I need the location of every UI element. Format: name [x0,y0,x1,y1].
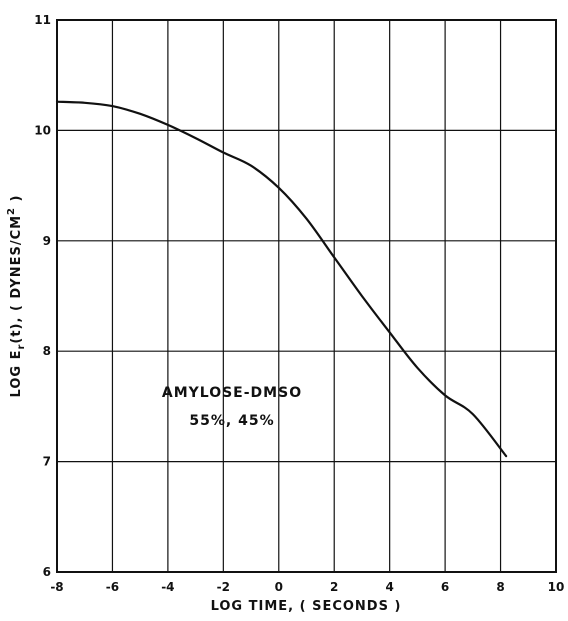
x-tick-label: 4 [385,580,393,594]
y-axis-label: LOG Er(t), ( DYNES/CM2 ) [6,195,27,398]
x-tick-label: 10 [548,580,565,594]
x-tick-label: -2 [217,580,230,594]
y-axis-label-subscript: r [16,344,27,350]
tick-labels: -8 -6 -4 -2 0 2 4 6 8 10 6 7 8 9 10 11 [34,13,564,594]
series-line [55,100,508,458]
x-tick-label: -4 [161,580,174,594]
y-axis-label-superscript: 2 [6,207,17,215]
y-tick-label: 8 [43,344,51,358]
annotation-line-2: 55%, 45% [189,413,274,429]
y-axis-label-prefix: LOG E [9,350,24,398]
y-tick-label: 9 [43,234,51,248]
y-axis-label-suffix: ) [9,195,24,207]
x-tick-label: 8 [496,580,504,594]
y-tick-label: 7 [43,455,51,469]
x-tick-label: -6 [106,580,119,594]
y-tick-label: 11 [34,13,51,27]
x-tick-label: 0 [275,580,283,594]
y-axis-label-middle: (t), ( DYNES/CM [9,215,24,344]
annotation-line-1: AMYLOSE-DMSO [162,385,302,401]
y-tick-label: 6 [43,565,51,579]
x-tick-label: 2 [330,580,338,594]
plot-frame [56,19,557,573]
x-tick-label: -8 [50,580,63,594]
x-tick-label: 6 [441,580,449,594]
grid-lines [57,20,556,572]
y-tick-label: 10 [34,123,51,137]
x-axis-label: LOG TIME, ( SECONDS ) [211,599,402,614]
